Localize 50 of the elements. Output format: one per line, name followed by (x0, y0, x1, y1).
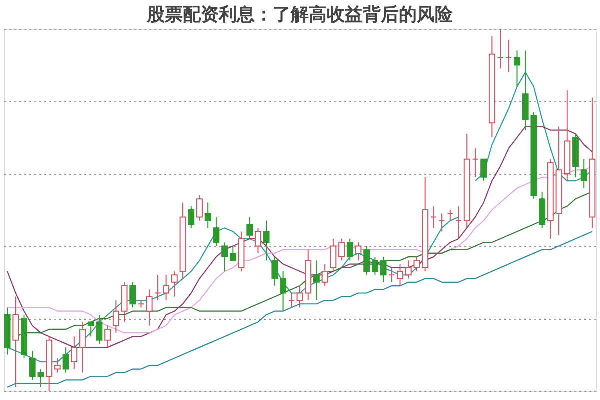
candlestick (213, 216, 220, 247)
candlestick (112, 300, 120, 334)
candlestick (497, 28, 504, 70)
candlestick (204, 202, 212, 229)
candlestick (313, 260, 320, 301)
candlestick (322, 264, 328, 287)
candlestick (364, 246, 370, 276)
candlestick (456, 206, 462, 240)
candlestick (255, 228, 262, 254)
candlestick (580, 158, 588, 189)
candlestick (104, 325, 112, 348)
candlestick (388, 267, 396, 283)
candlestick (163, 274, 170, 301)
candlestick (188, 206, 195, 229)
candlestick (372, 256, 378, 276)
candlestick (430, 206, 437, 229)
candlestick (288, 292, 295, 308)
candlestick (29, 350, 36, 381)
candlestick (54, 358, 61, 374)
candlestick (447, 210, 454, 222)
candlestick (296, 286, 304, 308)
candlestick (280, 271, 287, 312)
candlestick (472, 148, 479, 178)
candlestick (263, 220, 270, 262)
candlestick (506, 39, 512, 73)
candlestick (338, 238, 345, 262)
candlestick (196, 195, 203, 222)
candlestick (480, 158, 488, 182)
candlestick (380, 256, 387, 283)
chart-title: 股票配资利息：了解高收益背后的风险 (146, 4, 454, 26)
candlestick (330, 238, 337, 272)
candlestick (80, 322, 86, 374)
candlestick (171, 271, 178, 298)
candlestick (355, 242, 362, 262)
candlestick (246, 216, 254, 240)
candlestick (154, 274, 162, 301)
candlestick (514, 50, 520, 88)
candlestick (438, 213, 446, 232)
candlestick (405, 260, 412, 280)
candlestick (146, 289, 153, 326)
candlestick (414, 256, 420, 272)
candlestick (222, 242, 228, 272)
candlestick (272, 256, 278, 287)
candlestick (230, 246, 236, 262)
candlestick (130, 282, 136, 308)
candlestick (62, 347, 70, 374)
candlestick (346, 238, 354, 262)
candlestick (71, 336, 78, 370)
candlestick (397, 264, 404, 287)
candlestick (38, 368, 44, 388)
